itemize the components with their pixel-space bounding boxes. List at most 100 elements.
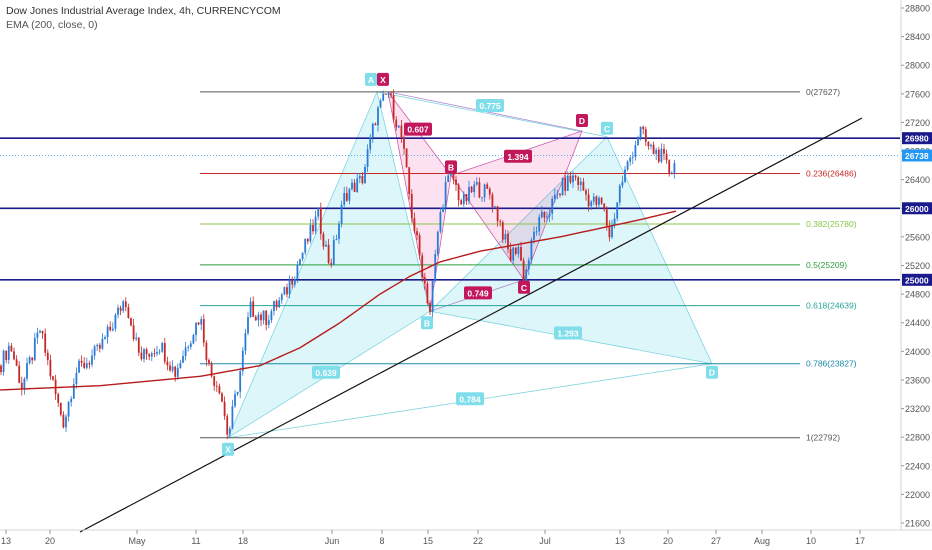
price-axis[interactable]: 21600 22000 22400 22800 23200 23600 24000 24400… [900, 0, 932, 530]
candle-body [106, 326, 109, 338]
candle-body [598, 197, 600, 205]
candle-body [312, 225, 314, 232]
candle-body [75, 372, 78, 385]
candle-body [572, 175, 574, 183]
candle-body [215, 385, 218, 387]
candle-body [587, 194, 590, 207]
candle-body [400, 125, 403, 138]
candle-body [611, 225, 613, 238]
candle-body [140, 352, 143, 360]
candle-body [613, 218, 616, 226]
candle-body [460, 200, 463, 205]
time-tick-label: 13 [1, 536, 11, 546]
cyan-point-x-box [222, 442, 234, 456]
candle-body [618, 185, 621, 203]
candle-body [553, 194, 556, 199]
candle-body [543, 211, 546, 218]
price-tick-label: 26400 [905, 175, 930, 185]
candle-body [31, 357, 34, 361]
candle-body [262, 310, 265, 321]
price-tick-label: 22400 [905, 461, 930, 471]
candle-body [109, 326, 112, 331]
cyan-ac-line [376, 91, 608, 138]
time-tick-label: 15 [423, 536, 433, 546]
cyan-point-b: B [424, 318, 430, 328]
candle-body [468, 186, 470, 202]
time-tick-label: Jun [325, 536, 340, 546]
candle-body [44, 333, 47, 353]
time-tick-label: 10 [806, 536, 816, 546]
candle-body [111, 328, 114, 331]
candle-body [527, 260, 530, 270]
candle-body [338, 223, 340, 239]
candle-body [540, 211, 543, 218]
candle-body [475, 182, 478, 185]
price-label: 26000 [905, 204, 929, 214]
candle-body [533, 231, 535, 240]
candle-body [483, 184, 486, 198]
candle-body [655, 149, 658, 154]
candle-body [548, 213, 551, 217]
candle-body [62, 414, 65, 428]
candle-body [608, 225, 611, 238]
candle-body [387, 93, 390, 95]
candle-body [205, 342, 208, 361]
candle-body [231, 406, 234, 429]
cyan-point-a-box [365, 72, 377, 86]
candle-body [317, 208, 320, 217]
candle-body [499, 221, 502, 223]
price-tick-label: 25200 [905, 261, 930, 271]
candle-body [260, 314, 262, 321]
candle-body [54, 379, 57, 395]
fib-label-0.382: 0.382(25780) [806, 219, 857, 229]
candle-body [135, 337, 138, 340]
price-tick-label: 23200 [905, 404, 930, 414]
fib-label-0: 0(27627) [806, 87, 840, 97]
candle-body [20, 382, 23, 390]
time-axis[interactable]: 13 20 May 11 18 Jun 8 15 22 Jul 13 20 27 Aug 10 17 [0, 529, 932, 546]
time-tick-label: 8 [379, 536, 384, 546]
candle-body [473, 184, 476, 193]
candle-body [283, 287, 286, 295]
candle-body [270, 311, 273, 321]
candle-body [457, 184, 460, 201]
candle-body [371, 123, 374, 138]
candle-body [478, 182, 481, 198]
candle-body [23, 378, 26, 390]
candle-body [455, 179, 457, 185]
price-label-box [902, 202, 932, 215]
candle-body [299, 259, 301, 265]
cyan-point-c-box [601, 121, 613, 135]
candle-body [65, 416, 67, 428]
candle-body [491, 194, 494, 208]
candle-body [436, 231, 439, 255]
cyan-ratio-xd: 0.784 [459, 394, 481, 404]
candle-body [28, 357, 31, 364]
candle-body [397, 125, 400, 128]
pink-point-b-box [445, 160, 457, 174]
candle-body [327, 244, 330, 263]
fib-label-0.236: 0.236(26486) [806, 169, 857, 179]
candle-body [70, 398, 73, 403]
candle-body [252, 301, 255, 317]
price-label-box [902, 132, 932, 145]
time-tick-label: 22 [473, 536, 483, 546]
horizontal-levels: 0(27627) 0.236(26486) 0.382(25780) 0.5(2520… [0, 87, 900, 443]
candle-body [382, 93, 385, 101]
pink-point-d-box [576, 114, 588, 128]
candle-body [439, 212, 442, 232]
candle-body [585, 190, 587, 195]
fib-label-0.5: 0.5(25209) [806, 260, 847, 270]
pink-ratio-xd: 0.775 [479, 101, 501, 111]
candle-body [91, 355, 93, 365]
price-tick-label: 25600 [905, 232, 930, 242]
candle-body [486, 184, 489, 189]
candle-body [36, 332, 39, 338]
candle-body [187, 346, 190, 348]
pink-point-x: X [380, 75, 386, 85]
candle-body [273, 301, 275, 312]
price-label: 26980 [905, 134, 929, 144]
pink-ratio-xab-box [404, 122, 432, 136]
candle-body [595, 196, 598, 205]
